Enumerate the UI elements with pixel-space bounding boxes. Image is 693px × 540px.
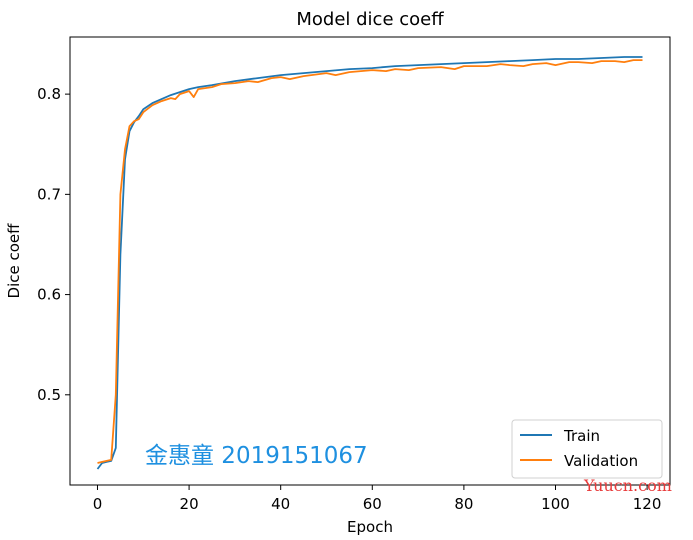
x-tick-label: 80 (454, 495, 473, 513)
x-tick-label: 20 (180, 495, 199, 513)
y-tick-label: 0.8 (37, 85, 61, 103)
x-tick-label: 60 (363, 495, 382, 513)
y-tick-label: 0.5 (37, 386, 61, 404)
x-tick-label: 120 (633, 495, 662, 513)
y-tick-label: 0.6 (37, 286, 61, 304)
chart-title: Model dice coeff (296, 9, 444, 30)
legend: Train Validation (511, 419, 663, 479)
y-axis-label: Dice coeff (5, 223, 23, 299)
plot-frame (69, 36, 671, 486)
y-axis: 0.5 0.6 0.7 0.8 (37, 85, 70, 404)
series-line-validation (97, 59, 643, 464)
series-group (96, 56, 643, 470)
x-tick-label: 40 (271, 495, 290, 513)
watermark-text: Yuucn.com (583, 476, 672, 495)
legend-label-train: Train (563, 427, 600, 445)
chart-annotation: 金惠童 2019151067 (145, 443, 368, 469)
x-tick-label: 0 (93, 495, 103, 513)
legend-label-validation: Validation (564, 452, 638, 470)
series-line-train (96, 56, 643, 470)
x-axis: 0 20 40 60 80 100 120 (93, 485, 662, 513)
y-tick-label: 0.7 (37, 185, 61, 203)
x-tick-label: 100 (541, 495, 570, 513)
x-axis-label: Epoch (347, 518, 393, 536)
